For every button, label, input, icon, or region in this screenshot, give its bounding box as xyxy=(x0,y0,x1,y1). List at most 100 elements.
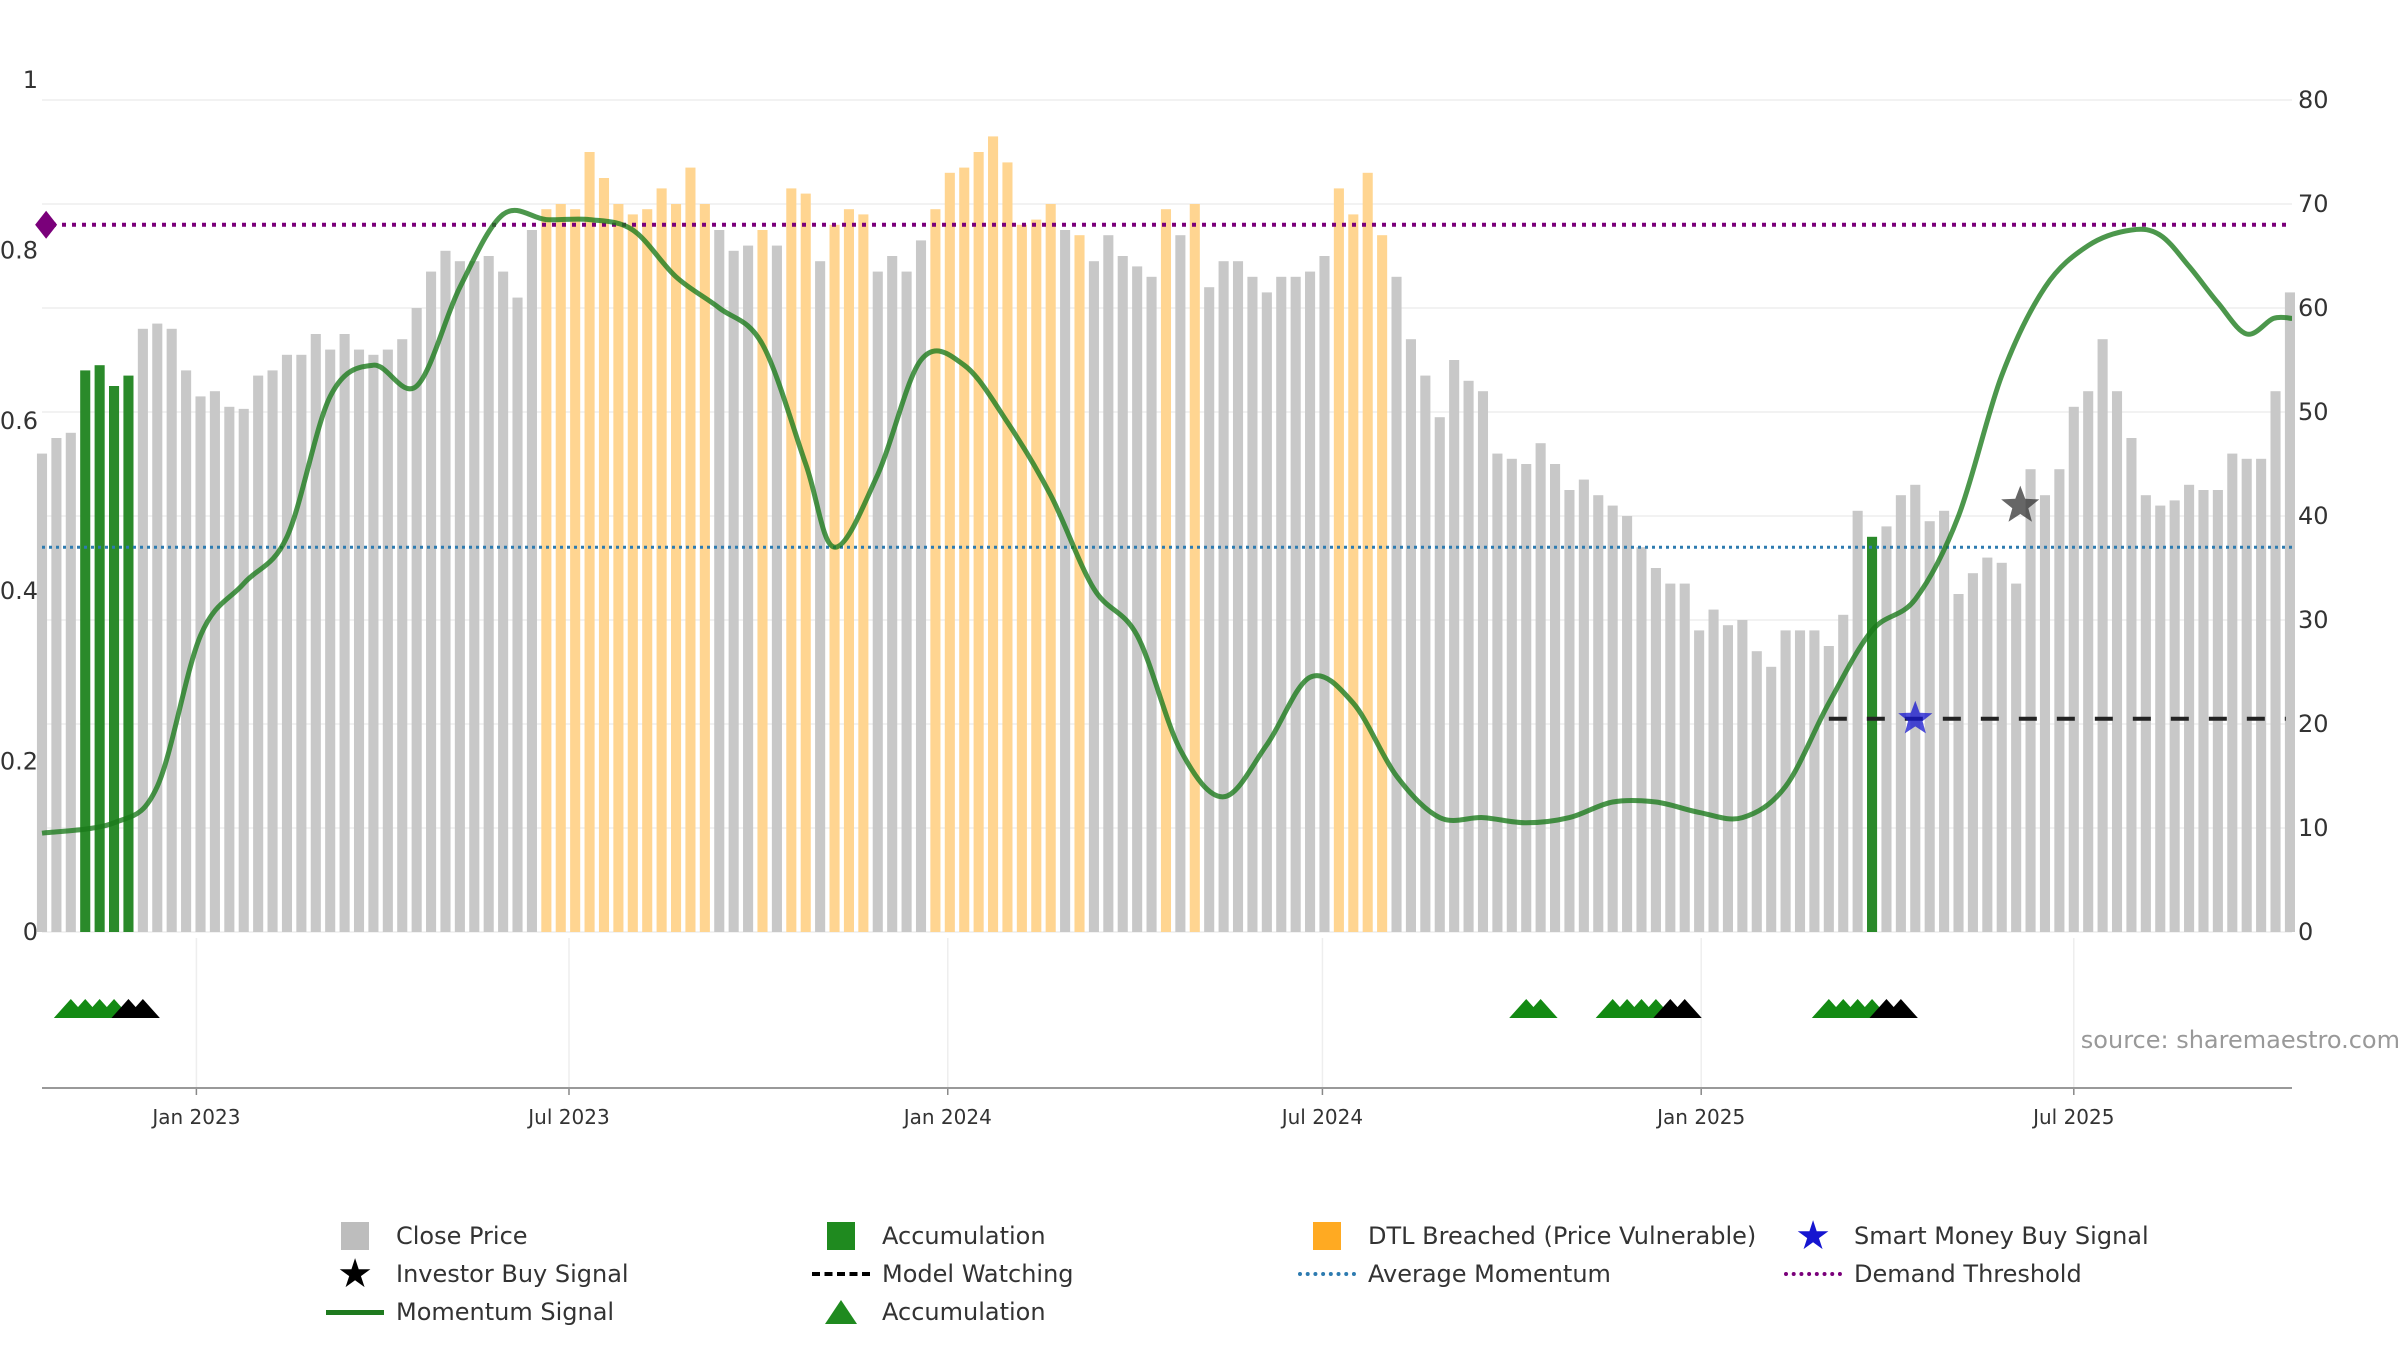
close-price-bar xyxy=(901,271,912,933)
x-axis-tick-label: Jul 2024 xyxy=(1280,1105,1363,1129)
close-price-bar xyxy=(181,370,192,932)
close-price-bar xyxy=(627,214,638,932)
legend-label: Close Price xyxy=(396,1222,528,1250)
close-price-bar xyxy=(1420,375,1431,933)
close-price-bar xyxy=(325,349,336,933)
close-price-bar xyxy=(498,271,509,933)
close-price-bar xyxy=(1924,521,1935,932)
left-axis-tick-label: 0.2 xyxy=(0,748,38,776)
close-price-bar xyxy=(1780,630,1791,932)
close-price-bar xyxy=(613,204,624,932)
right-axis-tick-label: 50 xyxy=(2298,398,2329,426)
right-axis-tick-label: 10 xyxy=(2298,814,2329,842)
close-price-bar xyxy=(137,328,148,932)
close-price-bar xyxy=(699,204,710,932)
close-price-bar xyxy=(1521,464,1532,932)
close-price-bar xyxy=(1463,380,1474,932)
close-price-bar xyxy=(1002,162,1013,932)
close-price-bar xyxy=(2097,339,2108,932)
left-axis-tick-label: 0.4 xyxy=(0,577,38,605)
close-price-bar xyxy=(1852,510,1863,932)
close-price-bar xyxy=(1636,547,1647,932)
close-price-bar xyxy=(152,323,163,933)
legend-item-accumulation: Accumulation xyxy=(812,1217,1046,1255)
close-price-bar xyxy=(1434,417,1445,932)
close-price-bar xyxy=(2169,500,2180,932)
close-price-bar xyxy=(382,349,393,933)
close-price-bar xyxy=(1031,219,1042,933)
close-price-bar xyxy=(944,172,955,933)
investor-buy-star xyxy=(2001,485,2040,522)
close-price-bar xyxy=(1132,266,1143,932)
close-price-bar xyxy=(1737,620,1748,932)
close-price-bar xyxy=(570,209,581,932)
left-axis-tick-label: 0.8 xyxy=(0,236,38,264)
legend-item-smart-money: ★ Smart Money Buy Signal xyxy=(1784,1213,2149,1259)
close-price-bar xyxy=(2284,292,2295,932)
close-price-bar xyxy=(1650,568,1661,932)
dotted-line-icon xyxy=(1784,1272,1842,1276)
close-price-bar xyxy=(1838,614,1849,932)
close-price-bar xyxy=(411,308,422,932)
right-axis-tick-label: 0 xyxy=(2298,918,2313,946)
close-price-bar xyxy=(2270,391,2281,932)
close-price-bar xyxy=(440,250,451,933)
close-price-bar xyxy=(2025,469,2036,932)
close-price-bar xyxy=(1232,261,1244,932)
legend-item-investor-buy: ★ Investor Buy Signal xyxy=(326,1254,629,1294)
legend-label: Model Watching xyxy=(882,1260,1074,1288)
legend-label: Demand Threshold xyxy=(1854,1260,2082,1288)
close-price-bar xyxy=(1449,360,1460,932)
close-price-bars xyxy=(36,136,2295,933)
x-axis-tick-label: Jul 2023 xyxy=(526,1105,609,1129)
right-axis-tick-label: 20 xyxy=(2298,710,2329,738)
x-axis-tick-label: Jul 2025 xyxy=(2031,1105,2114,1129)
close-price-bar xyxy=(1175,235,1186,932)
source-attribution: source: sharemaestro.com xyxy=(2081,1026,2400,1054)
close-price-bar xyxy=(1578,479,1589,932)
close-price-bar xyxy=(1146,276,1157,932)
close-price-bar xyxy=(988,136,999,932)
close-price-bar xyxy=(1391,276,1402,932)
close-price-bar xyxy=(930,209,941,932)
close-price-bar xyxy=(36,453,48,932)
close-price-bar xyxy=(887,256,898,932)
close-price-bar xyxy=(714,230,725,932)
close-price-bar xyxy=(51,438,62,932)
smart-money-buy-star xyxy=(1898,700,1933,734)
close-price-bar xyxy=(1117,256,1128,932)
close-price-bar xyxy=(2227,453,2238,932)
close-price-bar xyxy=(1276,276,1287,932)
close-price-bar xyxy=(1881,526,1892,932)
blue-star-icon: ★ xyxy=(1795,1213,1831,1259)
demand-threshold-marker xyxy=(35,210,58,239)
close-price-bar xyxy=(397,339,408,932)
close-price-bar xyxy=(1982,557,1993,932)
close-price-bar xyxy=(2140,495,2151,932)
close-price-bar xyxy=(1016,224,1027,933)
close-price-bar xyxy=(1593,495,1604,932)
right-axis-tick-label: 40 xyxy=(2298,502,2329,530)
close-price-bar xyxy=(1290,276,1301,932)
close-price-bar xyxy=(1939,510,1950,932)
left-axis-tick-label: 0 xyxy=(23,918,38,946)
close-price-bar xyxy=(1074,235,1085,932)
axes: 0 10 20 30 40 50 60 70 80 0 0.2 0.4 0.6 0.8 1 Jan 2023 J… xyxy=(0,66,2329,1129)
watch-signal-triangle xyxy=(125,999,160,1018)
watch-signal-triangle xyxy=(1883,999,1918,1018)
close-price-bar xyxy=(656,188,667,932)
close-price-bar xyxy=(1261,292,1272,932)
close-price-bar xyxy=(786,188,797,932)
right-axis-tick-label: 80 xyxy=(2298,86,2329,114)
close-price-bar xyxy=(1809,630,1820,932)
close-price-bar xyxy=(815,261,826,932)
close-price-bar xyxy=(454,261,465,932)
solid-line-icon xyxy=(326,1309,384,1315)
close-price-bar xyxy=(2256,458,2267,932)
close-price-bar xyxy=(1535,443,1546,932)
close-price-bar xyxy=(296,354,307,932)
close-price-bar xyxy=(1823,646,1834,932)
close-price-bar xyxy=(1722,625,1733,932)
legend-item-dtl-breached: DTL Breached (Price Vulnerable) xyxy=(1298,1217,1756,1255)
momentum-signal-line xyxy=(41,207,2293,836)
